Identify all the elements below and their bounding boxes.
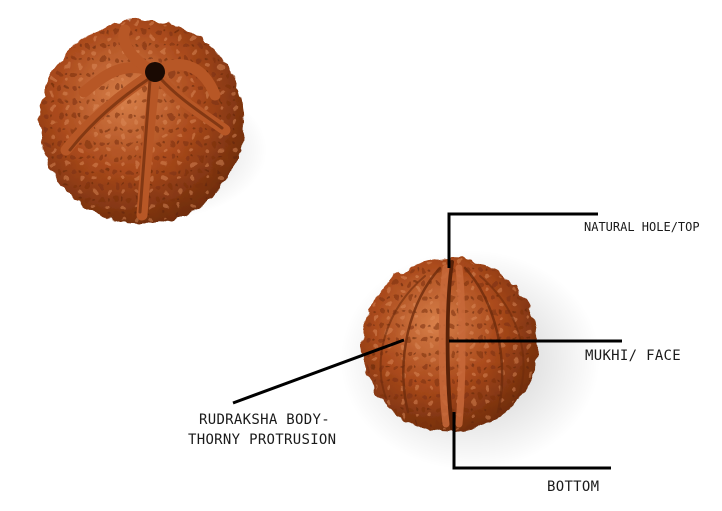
bead-side-mukhi-lines bbox=[379, 260, 525, 430]
label-bottom: BOTTOM bbox=[547, 479, 600, 495]
leader-line-top bbox=[447, 212, 598, 268]
label-natural-hole-top: NATURAL HOLE/TOP bbox=[584, 220, 700, 234]
bead-side-view bbox=[340, 250, 600, 470]
bead-side-texture bbox=[364, 260, 536, 430]
leader-line-bottom bbox=[452, 412, 611, 470]
bead-side-ridges bbox=[438, 264, 466, 428]
bead-top-hole bbox=[145, 62, 165, 82]
leader-line-body bbox=[232, 338, 405, 405]
bead-top-view bbox=[40, 20, 267, 224]
label-rudraksha-body-line2: THORNY PROTRUSION bbox=[188, 432, 337, 448]
label-rudraksha-body-line1: RUDRAKSHA BODY- bbox=[199, 412, 330, 428]
bead-top-ridge-shadows bbox=[68, 76, 224, 214]
label-mukhi-face: MUKHI/ FACE bbox=[585, 348, 682, 364]
leader-lines bbox=[232, 212, 622, 470]
